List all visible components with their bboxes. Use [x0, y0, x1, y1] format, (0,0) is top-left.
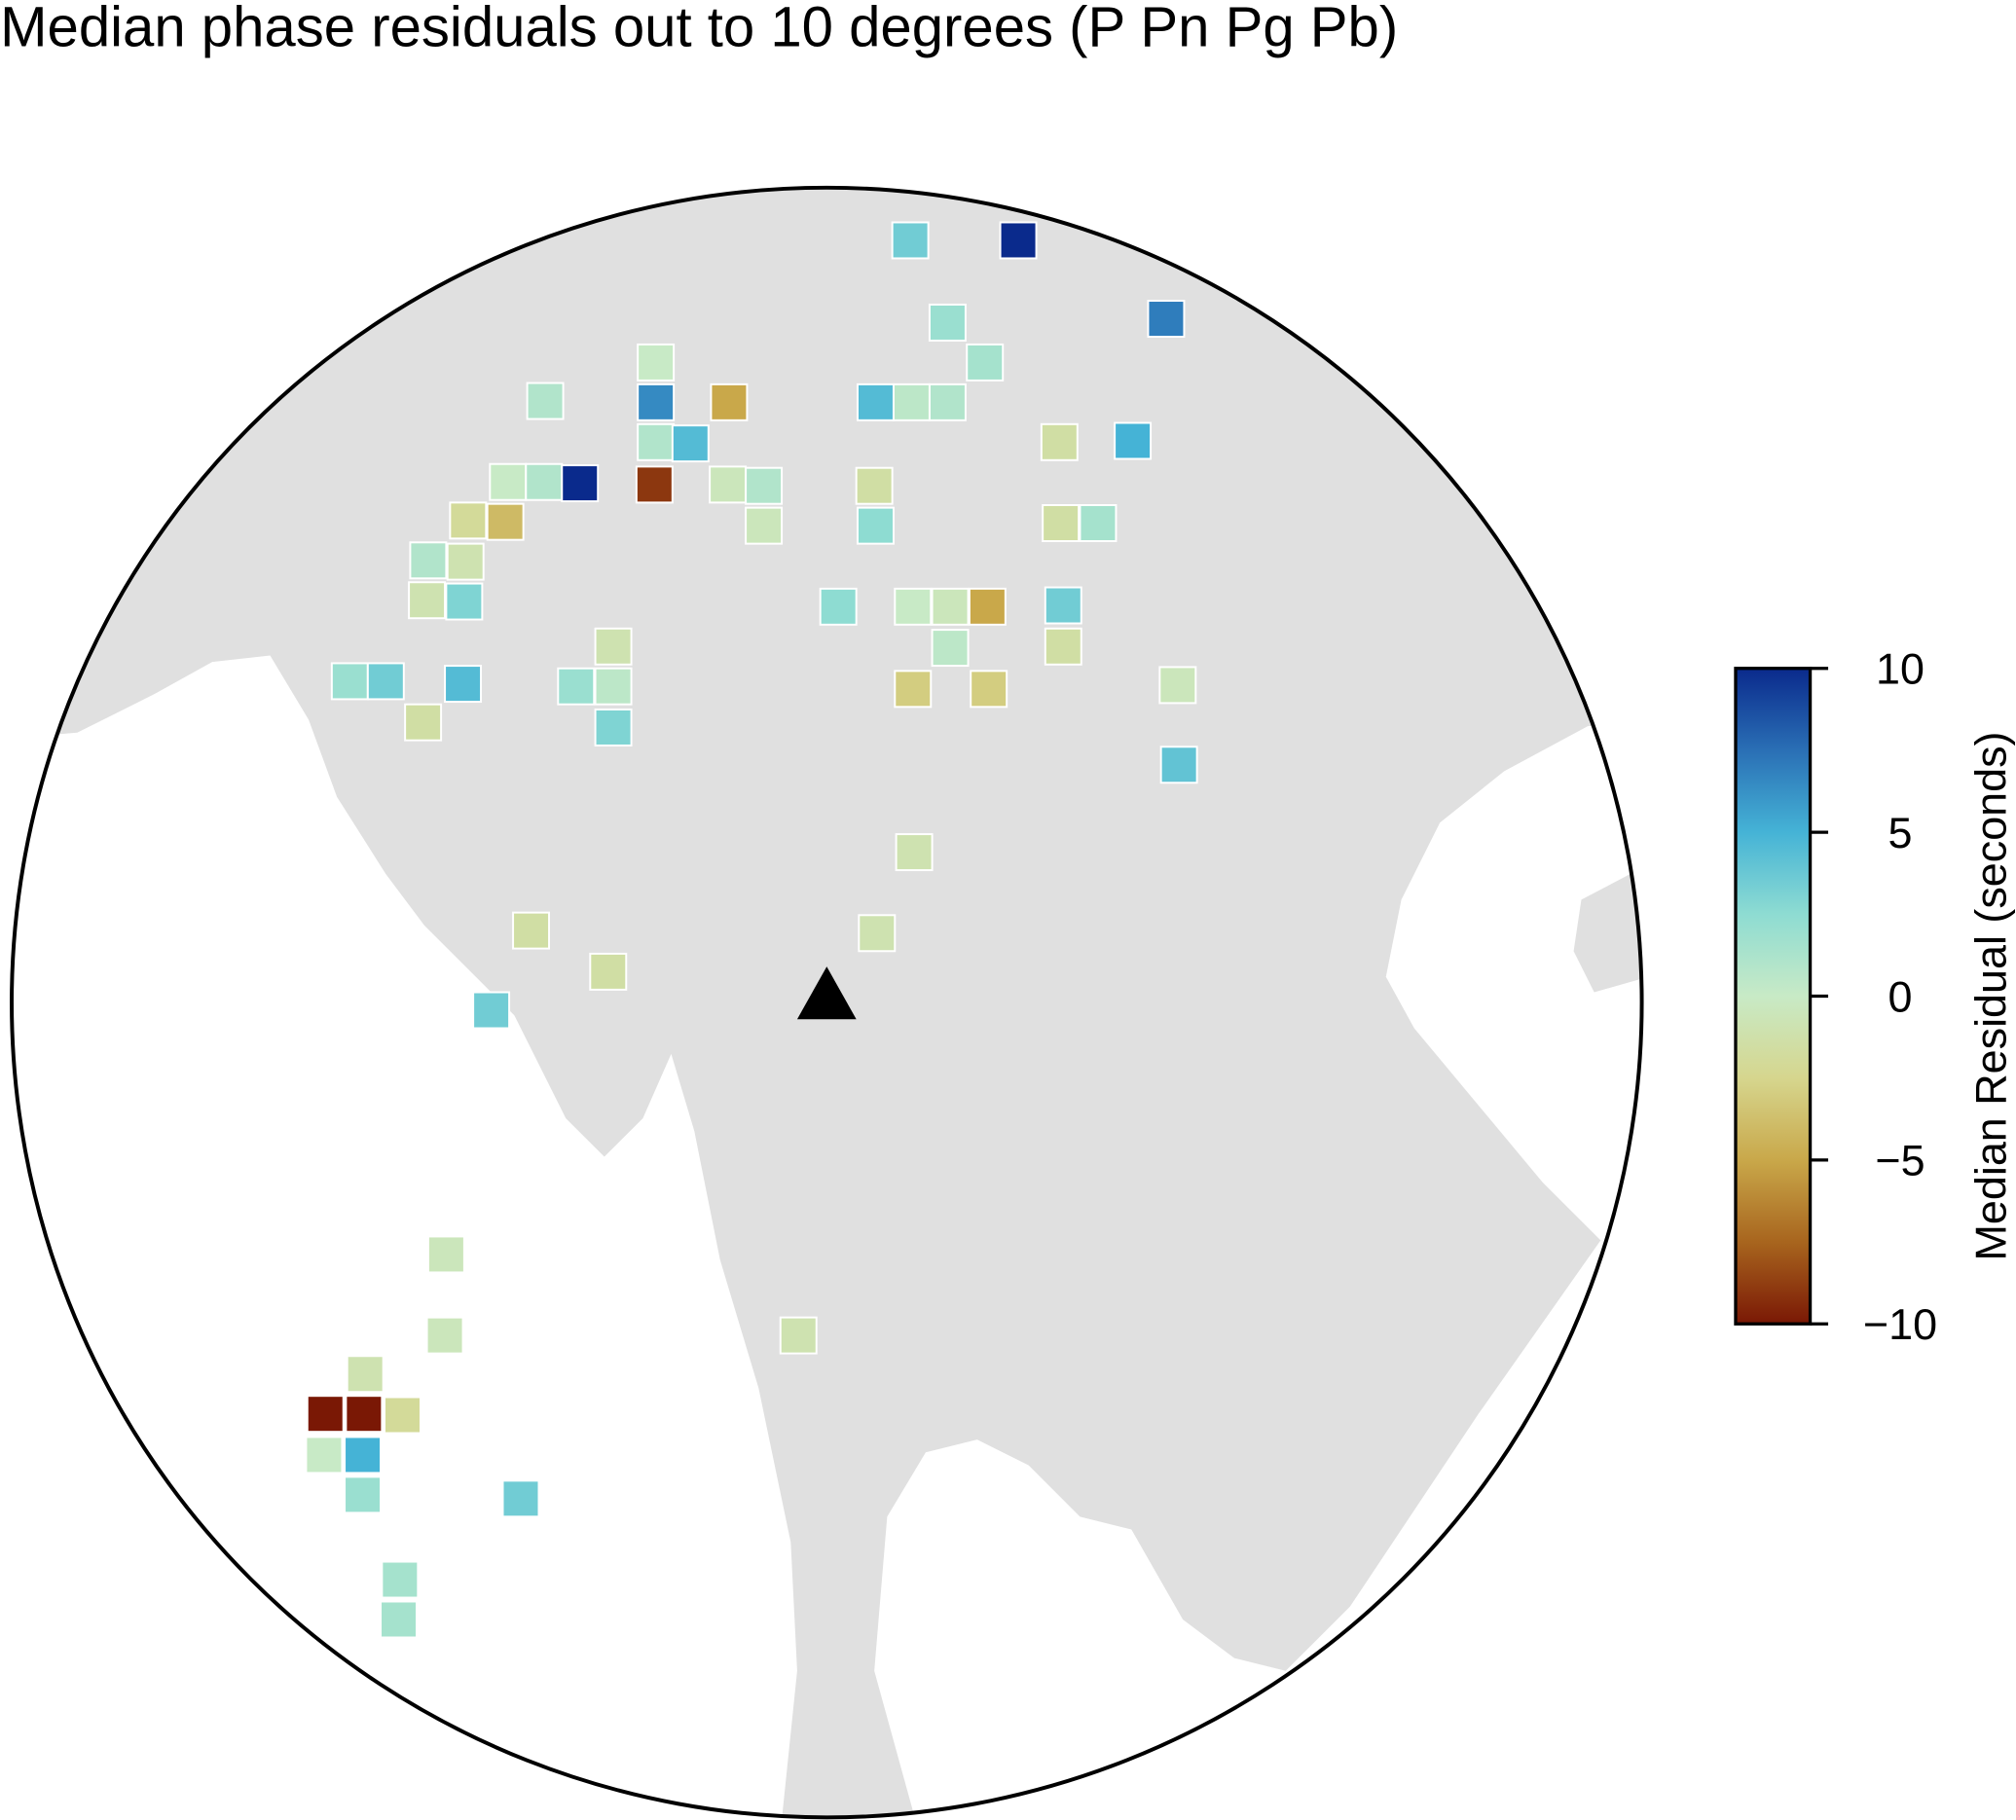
station-cell	[384, 1396, 422, 1435]
station-cell	[891, 221, 930, 260]
station-cell	[1147, 300, 1186, 338]
station-cell	[779, 1316, 818, 1355]
map-title: Median phase residuals out to 10 degrees…	[0, 0, 1398, 59]
station-cell	[594, 627, 633, 666]
colorbar-label: Median Residual (seconds)	[1965, 732, 2015, 1261]
station-cell	[1042, 504, 1081, 542]
station-cell	[710, 382, 749, 421]
station-cell	[928, 303, 967, 342]
station-cell	[856, 506, 895, 545]
station-cell	[444, 665, 483, 704]
station-cell	[381, 1560, 420, 1599]
station-cell	[426, 1235, 465, 1274]
station-cell	[594, 708, 633, 746]
station-cell	[501, 1479, 540, 1518]
station-cell	[855, 466, 894, 505]
station-cell	[928, 382, 967, 421]
station-cell	[968, 587, 1007, 626]
station-cell	[486, 502, 525, 541]
station-cell	[1158, 666, 1197, 705]
colorbar-tick-label: 10	[1876, 644, 1924, 694]
station-cell	[931, 629, 970, 668]
station-cell	[512, 911, 551, 950]
station-cell	[344, 1475, 383, 1514]
colorbar-tick-label: 5	[1888, 808, 1913, 857]
station-cell	[637, 422, 676, 461]
station-cell	[637, 382, 676, 421]
station-cell	[380, 1600, 419, 1639]
station-cell	[526, 382, 565, 420]
station-cell	[525, 462, 564, 501]
station-cell	[404, 703, 443, 742]
station-cell	[330, 662, 369, 701]
station-cell	[446, 542, 485, 581]
station-cell	[306, 1395, 345, 1434]
station-cell	[305, 1436, 344, 1474]
station-cell	[1040, 422, 1079, 461]
station-cell	[966, 343, 1005, 382]
station-cell	[345, 1395, 384, 1434]
station-cell	[895, 833, 934, 872]
station-cell	[408, 581, 447, 620]
station-cell	[819, 587, 858, 626]
station-cell	[445, 582, 484, 621]
station-cell	[635, 465, 674, 504]
station-cell	[1044, 586, 1082, 625]
station-cell	[1114, 421, 1153, 460]
station-cell	[366, 662, 405, 701]
station-cell	[671, 424, 710, 463]
station-cell	[489, 462, 528, 501]
map-frame	[10, 185, 1644, 1820]
station-cell	[999, 221, 1038, 260]
station-cell	[1159, 746, 1198, 784]
station-cell	[856, 382, 895, 421]
colorbar-tick-label: 0	[1888, 971, 1913, 1021]
colorbar-ticks: 10 5 0 −5 −10	[1810, 644, 1937, 1349]
station-cell	[1044, 627, 1082, 666]
station-cell	[425, 1316, 464, 1355]
colorbar-tick-label: −5	[1875, 1136, 1924, 1185]
station-cell	[594, 667, 633, 706]
station-cells	[305, 221, 1198, 1639]
station-cell	[970, 670, 1008, 709]
station-cell	[346, 1355, 385, 1394]
station-cell	[1079, 504, 1118, 542]
station-cell	[589, 952, 628, 991]
colorbar-tick-label: −10	[1863, 1299, 1937, 1349]
station-marker	[796, 966, 857, 1020]
station-cell	[561, 464, 600, 503]
station-cell	[709, 465, 748, 504]
station-cell	[409, 541, 448, 580]
station-cell	[449, 501, 488, 540]
station-cell	[557, 667, 596, 706]
station-cell	[745, 506, 784, 545]
station-cell	[894, 587, 933, 626]
station-cell	[745, 466, 784, 505]
colorbar	[1734, 667, 1813, 1326]
station-cell	[892, 382, 931, 421]
station-cell	[472, 991, 511, 1030]
station-cell	[344, 1436, 383, 1474]
station-cell	[858, 914, 897, 953]
station-cell	[894, 670, 933, 709]
station-cell	[637, 343, 676, 382]
station-cell	[931, 587, 970, 626]
